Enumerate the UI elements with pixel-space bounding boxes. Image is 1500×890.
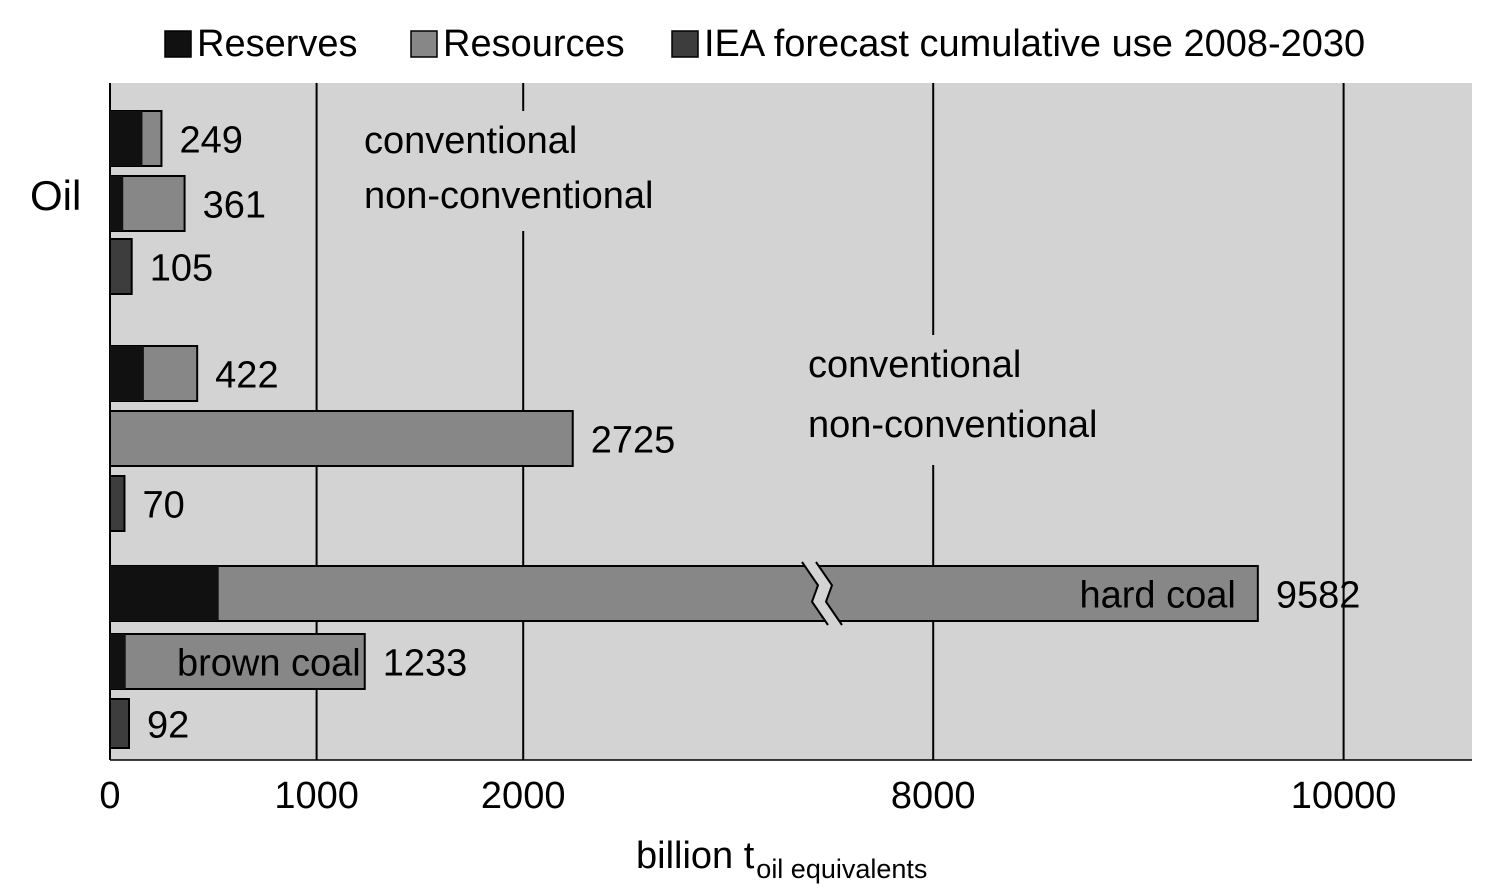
legend-label-0: Reserves (197, 23, 358, 65)
annotation-0-line-0: conventional (364, 120, 577, 162)
x-axis-label-main: billion t (636, 835, 755, 877)
bar-reserves-3 (110, 346, 144, 401)
bar-5: 70 (109, 475, 185, 532)
bar-1: 361 (109, 175, 266, 232)
bar-value-label-3: 422 (215, 355, 278, 397)
x-tick-label-10000: 10000 (1291, 775, 1397, 817)
bar-resources-6 (109, 565, 1259, 622)
x-tick-label-0: 0 (99, 775, 120, 817)
bar-value-label-1: 361 (203, 185, 266, 227)
x-tick-label-1000: 1000 (274, 775, 359, 817)
bar-forecast-8 (109, 698, 131, 749)
bar-value-label-4: 2725 (591, 420, 676, 462)
bar-resources-7 (109, 633, 366, 690)
group-label-0: Oil (30, 172, 81, 219)
x-axis-label: billion toil equivalents (636, 835, 927, 884)
group-labels: Oil (30, 172, 81, 219)
legend-swatch-0 (164, 30, 192, 58)
bar-forecast-2 (109, 238, 133, 295)
axis-break-line-right (815, 561, 843, 626)
axis-break-line-left (801, 561, 829, 626)
x-axis-label-subscript: oil equivalents (756, 854, 927, 884)
x-axis: 0 1000 2000 8000 10000 (99, 759, 1472, 817)
annotations: conventional non-conventional conventional… (358, 111, 1152, 465)
axis-break-gap (802, 562, 842, 625)
bar-4: 2725 (109, 410, 676, 467)
annotation-1-line-1: non-conventional (808, 404, 1097, 446)
bars: 249 361 105 422 2725 70 hard coal 9582 brown coa… (109, 110, 1361, 749)
annotation-0-line-1: non-conventional (364, 175, 653, 217)
annotation-1-line-0: conventional (808, 344, 1021, 386)
x-tick-label-2000: 2000 (481, 775, 566, 817)
bar-inner-label-7: brown coal (177, 643, 361, 685)
bar-value-label-2: 105 (150, 248, 213, 290)
bar-value-label-5: 70 (142, 485, 184, 527)
bar-inner-label-6: hard coal (1079, 575, 1235, 617)
legend-label-1: Resources (443, 23, 625, 65)
bar-reserves-6 (110, 566, 219, 621)
bar-reserves-7 (110, 634, 126, 689)
bar-reserves-1 (110, 176, 124, 231)
x-tick-label-8000: 8000 (891, 775, 976, 817)
bar-resources-4 (109, 410, 574, 467)
bar-0: 249 (109, 110, 243, 167)
bar-forecast-5 (109, 475, 126, 532)
bar-2: 105 (109, 238, 213, 295)
bar-8: 92 (109, 698, 189, 749)
bar-6: hard coal 9582 (109, 561, 1361, 626)
annotation-bg-0 (358, 111, 708, 231)
legend-swatch-1 (410, 30, 438, 58)
bar-7: brown coal 1233 (109, 633, 468, 690)
annotation-bg-1 (802, 335, 1152, 465)
bar-value-label-6: 9582 (1276, 575, 1361, 617)
legend-swatch-2 (671, 30, 699, 58)
bar-3: 422 (109, 345, 279, 402)
legend-label-2: IEA forecast cumulative use 2008-2030 (704, 23, 1365, 65)
bar-value-label-8: 92 (147, 705, 189, 747)
legend: Reserves Resources IEA forecast cumulative… (164, 23, 1365, 65)
bar-value-label-7: 1233 (383, 643, 468, 685)
bar-value-label-0: 249 (179, 120, 242, 162)
bar-reserves-0 (110, 111, 143, 166)
